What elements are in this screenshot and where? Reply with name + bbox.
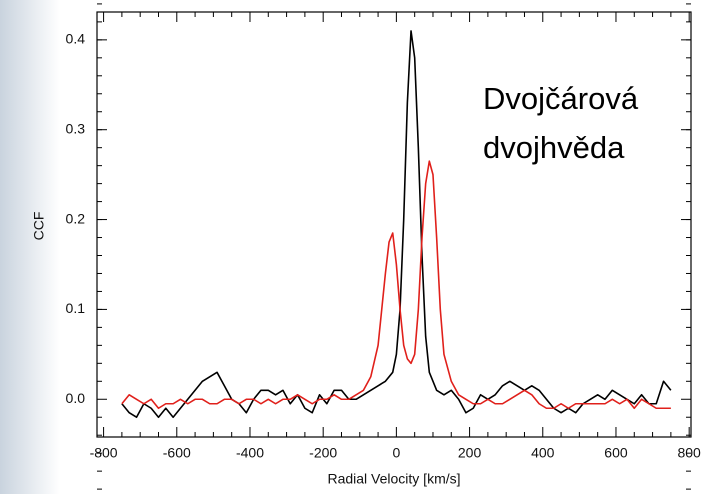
series-line bbox=[121, 160, 671, 410]
plot-frame bbox=[96, 11, 692, 438]
y-axis-label: CCF bbox=[31, 212, 47, 241]
x-tick-label: 0 bbox=[392, 445, 400, 461]
x-tick-label: -800 bbox=[90, 445, 118, 461]
x-tick-label: -600 bbox=[163, 445, 191, 461]
y-tick-label: 0.4 bbox=[66, 31, 86, 47]
annotation: Dvojčárová bbox=[483, 81, 639, 116]
x-tick-label: -400 bbox=[236, 445, 264, 461]
y-tick-label: 0.3 bbox=[66, 120, 86, 136]
x-tick-label: -200 bbox=[309, 445, 337, 461]
x-tick-label: 200 bbox=[458, 445, 482, 461]
y-tick-label: 0.2 bbox=[66, 210, 86, 226]
y-tick-label: 0.0 bbox=[66, 390, 86, 406]
background bbox=[0, 0, 60, 494]
annotation: dvojhvěda bbox=[483, 130, 625, 165]
y-tick-label: 0.1 bbox=[66, 300, 86, 316]
x-tick-label: 600 bbox=[604, 445, 628, 461]
series-line bbox=[121, 30, 672, 419]
x-tick-label: 400 bbox=[531, 445, 555, 461]
x-axis-label: Radial Velocity [km/s] bbox=[327, 471, 460, 487]
